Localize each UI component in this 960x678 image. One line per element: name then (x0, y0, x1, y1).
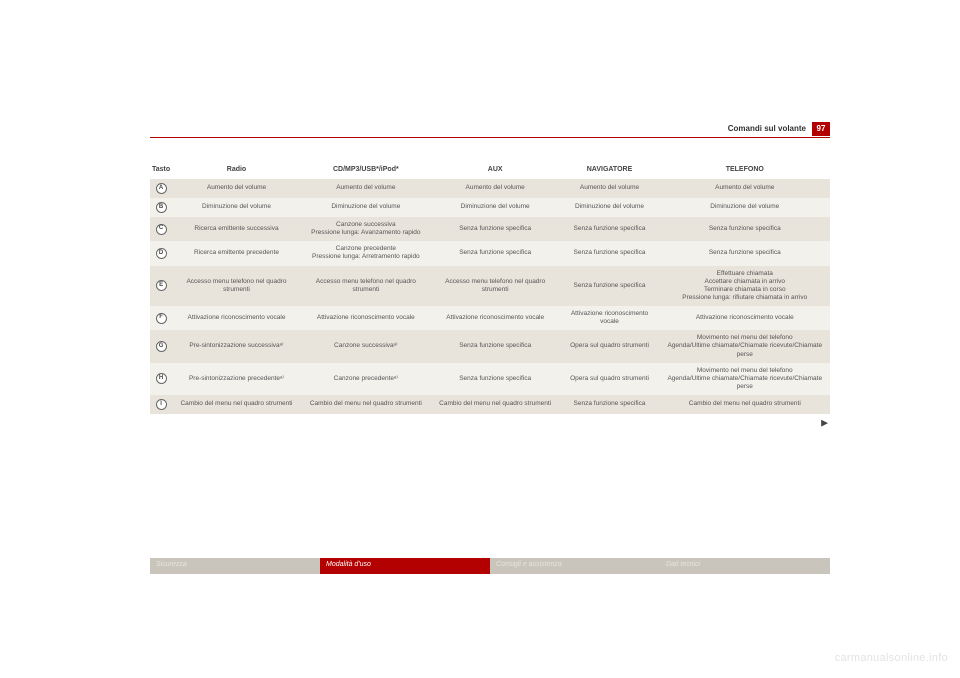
cell-radio: Accesso menu telefono nel quadro strumen… (172, 266, 301, 307)
cell-aux: Attivazione riconoscimento vocale (431, 306, 560, 330)
table-row: ICambio del menu nel quadro strumentiCam… (150, 395, 830, 414)
key-cell: D (150, 241, 172, 265)
footer-tab: Consigli e assistenza (490, 558, 660, 574)
col-radio: Radio (172, 162, 301, 179)
col-cd: CD/MP3/USB*/iPod* (301, 162, 431, 179)
table-row: FAttivazione riconoscimento vocaleAttiva… (150, 306, 830, 330)
cell-radio: Ricerca emittente successiva (172, 217, 301, 241)
key-cell: F (150, 306, 172, 330)
col-aux: AUX (431, 162, 560, 179)
cell-radio: Ricerca emittente precedente (172, 241, 301, 265)
cell-cd: Aumento del volume (301, 179, 431, 198)
cell-nav: Aumento del volume (559, 179, 659, 198)
cell-aux: Diminuzione del volume (431, 198, 560, 217)
key-cell: C (150, 217, 172, 241)
key-cell: G (150, 330, 172, 362)
cell-nav: Opera sul quadro strumenti (559, 330, 659, 362)
cell-nav: Diminuzione del volume (559, 198, 659, 217)
cell-aux: Senza funzione specifica (431, 330, 560, 362)
table-header-row: Tasto Radio CD/MP3/USB*/iPod* AUX NAVIGA… (150, 162, 830, 179)
col-tasto: Tasto (150, 162, 172, 179)
cell-cd: Canzone precedenteᵃ⁾ (301, 363, 431, 395)
cell-aux: Aumento del volume (431, 179, 560, 198)
page-number: 97 (812, 122, 830, 136)
col-tel: TELEFONO (660, 162, 830, 179)
cell-tel: Movimento nel menu del telefonoAgenda/Ul… (660, 330, 830, 362)
cell-tel: Senza funzione specifica (660, 241, 830, 265)
cell-aux: Senza funzione specifica (431, 217, 560, 241)
key-circle-icon: H (156, 373, 167, 384)
cell-tel: Cambio del menu nel quadro strumenti (660, 395, 830, 414)
page-header: Comandi sul volante 97 (150, 120, 830, 138)
table-row: D Ricerca emittente precedenteCanzone pre… (150, 241, 830, 265)
cell-radio: Aumento del volume (172, 179, 301, 198)
cell-nav: Attivazione riconoscimento vocale (559, 306, 659, 330)
cell-cd: Cambio del menu nel quadro strumenti (301, 395, 431, 414)
footer-tab: Modalità d'uso (320, 558, 490, 574)
cell-tel: Senza funzione specifica (660, 217, 830, 241)
table-row: G Pre-sintonizzazione successivaᵃ⁾Canzone… (150, 330, 830, 362)
cell-nav: Senza funzione specifica (559, 266, 659, 307)
cell-aux: Senza funzione specifica (431, 241, 560, 265)
cell-radio: Pre-sintonizzazione precedenteᵃ⁾ (172, 363, 301, 395)
footer-tabs: SicurezzaModalità d'usoConsigli e assist… (150, 558, 830, 574)
key-circle-icon: E (156, 280, 167, 291)
key-cell: A (150, 179, 172, 198)
cell-radio: Cambio del menu nel quadro strumenti (172, 395, 301, 414)
cell-cd: Diminuzione del volume (301, 198, 431, 217)
cell-aux: Cambio del menu nel quadro strumenti (431, 395, 560, 414)
key-circle-icon: B (156, 202, 167, 213)
col-nav: NAVIGATORE (559, 162, 659, 179)
section-title: Comandi sul volante (728, 124, 806, 133)
key-circle-icon: A (156, 183, 167, 194)
cell-nav: Senza funzione specifica (559, 241, 659, 265)
continue-arrow: ▶ (150, 414, 830, 432)
table-row: E Accesso menu telefono nel quadro strume… (150, 266, 830, 307)
key-circle-icon: G (156, 341, 167, 352)
cell-nav: Opera sul quadro strumenti (559, 363, 659, 395)
cell-tel: Effettuare chiamataAccettare chiamata in… (660, 266, 830, 307)
cell-aux: Senza funzione specifica (431, 363, 560, 395)
cell-nav: Senza funzione specifica (559, 395, 659, 414)
cell-cd: Canzone precedentePressione lunga: Arret… (301, 241, 431, 265)
footer-tab: Sicurezza (150, 558, 320, 574)
cell-cd: Attivazione riconoscimento vocale (301, 306, 431, 330)
cell-tel: Diminuzione del volume (660, 198, 830, 217)
key-circle-icon: C (156, 224, 167, 235)
controls-table: Tasto Radio CD/MP3/USB*/iPod* AUX NAVIGA… (150, 162, 830, 414)
cell-radio: Pre-sintonizzazione successivaᵃ⁾ (172, 330, 301, 362)
cell-cd: Accesso menu telefono nel quadro strumen… (301, 266, 431, 307)
cell-cd: Canzone successivaᵃ⁾ (301, 330, 431, 362)
watermark: carmanualsonline.info (835, 652, 948, 664)
key-cell: E (150, 266, 172, 307)
table-row: H Pre-sintonizzazione precedenteᵃ⁾Canzone… (150, 363, 830, 395)
table-row: AAumento del volumeAumento del volumeAum… (150, 179, 830, 198)
cell-tel: Movimento nel menu del telefonoAgenda/Ul… (660, 363, 830, 395)
footer-tab: Dati tecnici (660, 558, 830, 574)
key-cell: I (150, 395, 172, 414)
key-circle-icon: D (156, 248, 167, 259)
table-row: BDiminuzione del volumeDiminuzione del v… (150, 198, 830, 217)
cell-aux: Accesso menu telefono nel quadro strumen… (431, 266, 560, 307)
cell-nav: Senza funzione specifica (559, 217, 659, 241)
key-circle-icon: F (156, 313, 167, 324)
cell-tel: Aumento del volume (660, 179, 830, 198)
cell-tel: Attivazione riconoscimento vocale (660, 306, 830, 330)
cell-radio: Diminuzione del volume (172, 198, 301, 217)
key-cell: B (150, 198, 172, 217)
key-cell: H (150, 363, 172, 395)
table-row: C Ricerca emittente successivaCanzone suc… (150, 217, 830, 241)
page-content: Comandi sul volante 97 Tasto Radio CD/MP… (150, 120, 830, 432)
key-circle-icon: I (156, 399, 167, 410)
cell-radio: Attivazione riconoscimento vocale (172, 306, 301, 330)
cell-cd: Canzone successivaPressione lunga: Avanz… (301, 217, 431, 241)
